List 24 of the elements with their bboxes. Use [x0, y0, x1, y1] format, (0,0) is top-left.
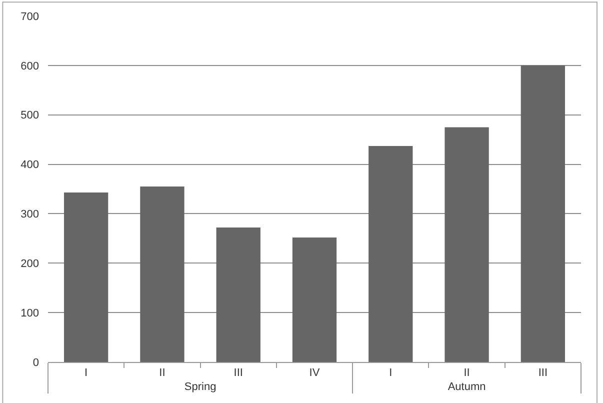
bar — [64, 192, 108, 362]
x-tick-label: II — [464, 367, 470, 380]
y-tick-label: 200 — [20, 258, 39, 270]
bar — [520, 65, 566, 362]
bar — [368, 146, 413, 362]
y-tick-label: 400 — [20, 159, 39, 172]
x-tick-label: I — [389, 367, 392, 380]
x-tick-label: II — [159, 367, 166, 380]
text: Spring — [184, 381, 216, 394]
y-tick-label: 500 — [20, 110, 39, 122]
bar — [216, 228, 260, 362]
bar — [292, 237, 337, 362]
x-tick-label: III — [538, 367, 548, 380]
x-tick-label: IV — [309, 367, 320, 380]
y-tick-label: 100 — [20, 307, 39, 320]
x-tick-label: III — [234, 367, 243, 380]
bar — [444, 127, 489, 362]
y-tick-label: 300 — [20, 208, 39, 221]
y-tick-label: 700 — [20, 10, 39, 23]
y-tick-label: 0 — [32, 356, 39, 369]
x-tick-label: I — [84, 367, 88, 380]
y-tick-label: 600 — [20, 60, 39, 72]
text: Autumn — [448, 381, 486, 394]
bar — [140, 186, 184, 362]
